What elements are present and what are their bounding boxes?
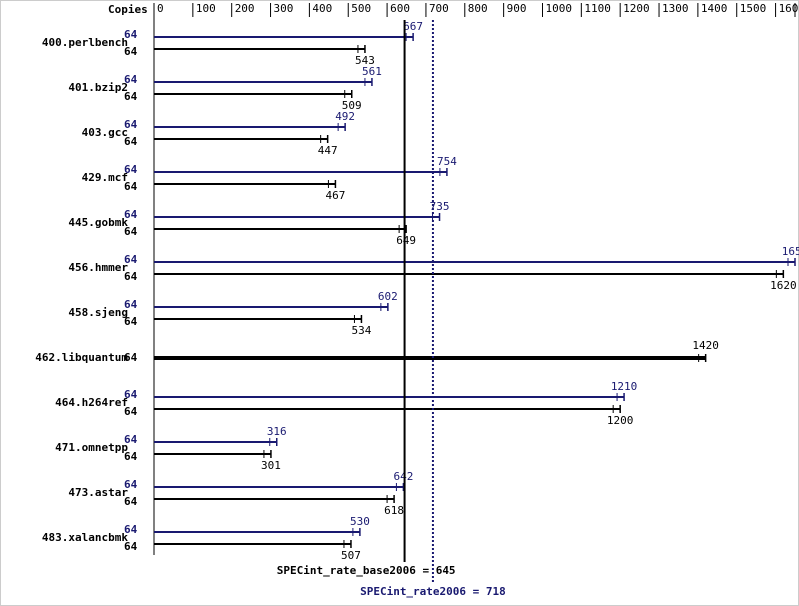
copies: 64 <box>124 208 138 221</box>
x-tick-label: 1100 <box>584 2 611 15</box>
benchmark-name: 464.h264ref <box>55 396 128 409</box>
copies: 64 <box>124 478 138 491</box>
copies: 64 <box>124 45 138 58</box>
x-tick-label: 600 <box>390 2 410 15</box>
benchmark-name: 401.bzip2 <box>68 81 128 94</box>
value-label: 492 <box>335 110 355 123</box>
copies: 64 <box>124 433 138 446</box>
value-label: 1420 <box>692 339 719 352</box>
benchmark-name: 429.mcf <box>82 171 128 184</box>
benchmark-name: 445.gobmk <box>68 216 128 229</box>
value-label: 1620 <box>770 279 797 292</box>
x-tick-label: 900 <box>507 2 527 15</box>
x-tick-label: 800 <box>468 2 488 15</box>
copies: 64 <box>124 540 138 553</box>
copies: 64 <box>124 270 138 283</box>
copies: 64 <box>124 253 138 266</box>
value-label: 1200 <box>607 414 634 427</box>
x-tick-label: 1500 <box>740 2 767 15</box>
value-label: 509 <box>342 99 362 112</box>
value-label: 735 <box>430 200 450 213</box>
x-tick-label: 400 <box>312 2 332 15</box>
copies: 64 <box>124 298 138 311</box>
benchmark-name: 473.astar <box>68 486 128 499</box>
copies: 64 <box>124 405 138 418</box>
benchmark-name: 400.perlbench <box>42 36 128 49</box>
copies: 64 <box>124 73 138 86</box>
peak-metric-label: SPECint_rate2006 = 718 <box>360 585 506 598</box>
copies: 64 <box>124 163 138 176</box>
x-tick-label: 1400 <box>701 2 728 15</box>
x-tick-label: 300 <box>274 2 294 15</box>
benchmark-name: 483.xalancbmk <box>42 531 128 544</box>
value-label: 467 <box>325 189 345 202</box>
value-label: 530 <box>350 515 370 528</box>
x-tick-label: 1200 <box>623 2 650 15</box>
x-tick-label: 1000 <box>545 2 572 15</box>
value-label: 301 <box>261 459 281 472</box>
copies: 64 <box>124 351 138 364</box>
value-label: 1650 <box>782 245 799 258</box>
value-label: 602 <box>378 290 398 303</box>
x-tick-label: 700 <box>429 2 449 15</box>
copies: 64 <box>124 90 138 103</box>
axis-label: Copies <box>108 3 148 16</box>
copies: 64 <box>124 135 138 148</box>
copies: 64 <box>124 450 138 463</box>
value-label: 447 <box>318 144 338 157</box>
benchmark-name: 471.omnetpp <box>55 441 128 454</box>
x-tick-label: 100 <box>196 2 216 15</box>
copies: 64 <box>124 118 138 131</box>
x-tick-label: 1300 <box>662 2 689 15</box>
copies: 64 <box>124 225 138 238</box>
benchmark-name: 462.libquantum <box>35 351 128 364</box>
value-label: 561 <box>362 65 382 78</box>
value-label: 534 <box>352 324 372 337</box>
x-tick-label: 200 <box>235 2 255 15</box>
value-label: 1210 <box>611 380 638 393</box>
copies: 64 <box>124 180 138 193</box>
value-label: 507 <box>341 549 361 562</box>
benchmark-name: 458.sjeng <box>68 306 128 319</box>
benchmark-name: 403.gcc <box>82 126 128 139</box>
value-label: 543 <box>355 54 375 67</box>
copies: 64 <box>124 523 138 536</box>
value-label: 618 <box>384 504 404 517</box>
copies: 64 <box>124 315 138 328</box>
value-label: 642 <box>393 470 413 483</box>
x-tick-label: 500 <box>351 2 371 15</box>
x-tick-label: 1600 <box>779 2 799 15</box>
x-tick-label: 0 <box>157 2 164 15</box>
value-label: 754 <box>437 155 457 168</box>
benchmark-name: 456.hmmer <box>68 261 128 274</box>
copies: 64 <box>124 388 138 401</box>
copies: 64 <box>124 28 138 41</box>
base-metric-label: SPECint_rate_base2006 = 645 <box>277 564 456 577</box>
copies: 64 <box>124 495 138 508</box>
value-label: 649 <box>396 234 416 247</box>
value-label: 667 <box>403 20 423 33</box>
value-label: 316 <box>267 425 287 438</box>
